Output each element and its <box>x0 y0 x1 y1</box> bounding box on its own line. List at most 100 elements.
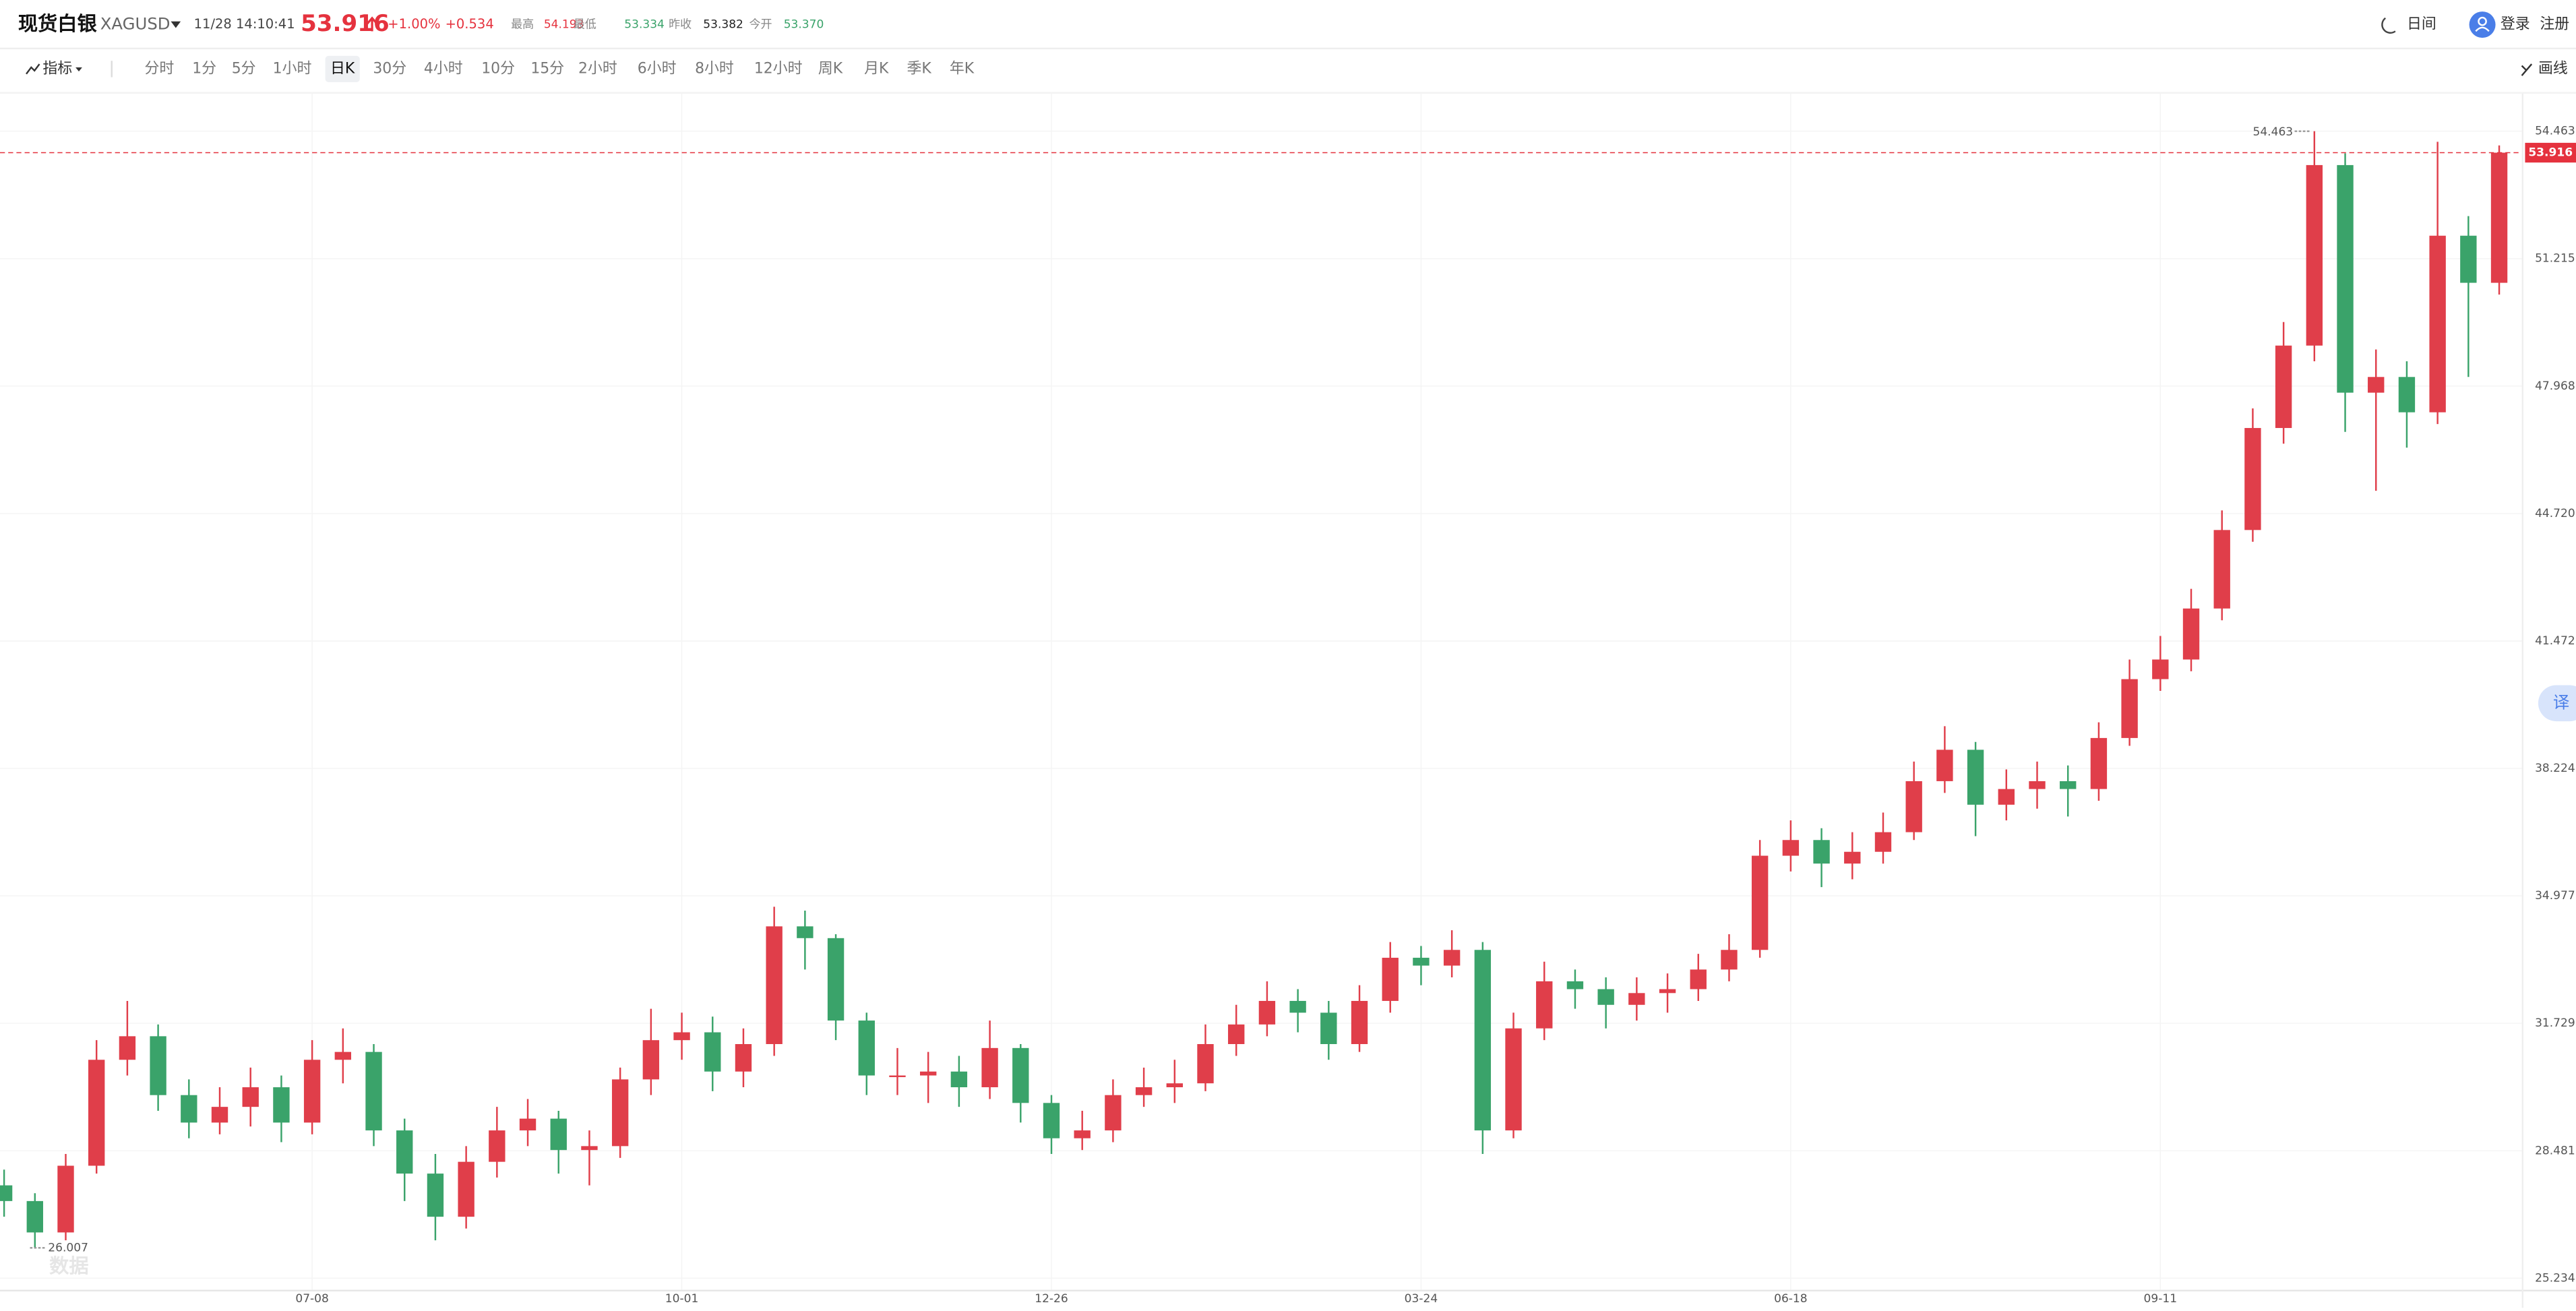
register[interactable]: 注册 <box>2540 16 2569 33</box>
price: 53.916 <box>301 10 390 37</box>
candle-body <box>1443 950 1461 966</box>
last-price-tag <box>2525 142 2576 163</box>
candle-body <box>981 1047 998 1088</box>
min-label: 26.007 <box>48 1241 88 1254</box>
candle-body <box>303 1060 321 1123</box>
stat-value: 53.370 <box>784 18 824 32</box>
max-label: 54.463 <box>2252 125 2293 139</box>
indicator-icon[interactable] <box>26 63 40 75</box>
avatar-head <box>2478 16 2487 26</box>
candle-body <box>1382 957 1399 1001</box>
interval-button[interactable]: 30分 <box>373 60 406 77</box>
candle-body <box>1813 840 1830 864</box>
candle-body <box>1351 1000 1368 1044</box>
candle-body <box>2090 737 2108 789</box>
candle-body <box>396 1130 413 1174</box>
candle-body <box>642 1040 660 1080</box>
y-tick-label: 44.720 <box>2535 507 2575 520</box>
login[interactable]: 登录 <box>2501 16 2530 33</box>
candle-body <box>1751 855 1769 950</box>
candle-body <box>1228 1024 1245 1044</box>
candle-body <box>119 1036 136 1060</box>
x-tick-label: 06-18 <box>1774 1292 1808 1306</box>
side-button[interactable] <box>2538 685 2576 722</box>
interval-button[interactable]: 4小时 <box>424 60 463 77</box>
interval-button[interactable]: 5分 <box>232 60 256 77</box>
indicators-caret[interactable] <box>75 67 82 72</box>
candle-body <box>2429 235 2446 413</box>
stat-value: 53.334 <box>624 18 665 32</box>
interval-button[interactable]: 年K <box>950 60 975 77</box>
candle-body <box>150 1036 166 1095</box>
interval-button[interactable]: 6小时 <box>638 60 677 77</box>
candle-body <box>673 1032 690 1041</box>
candle-body <box>88 1060 105 1166</box>
interval-button[interactable]: 周K <box>818 60 843 77</box>
y-tick-label: 54.463 <box>2535 125 2575 138</box>
interval-button[interactable]: 10分 <box>481 60 515 77</box>
candle-body <box>1043 1103 1060 1138</box>
symbol[interactable]: XAGUSD <box>100 14 171 34</box>
candle-body <box>1998 789 2015 805</box>
theme-icon[interactable] <box>2381 17 2396 34</box>
interval-button[interactable]: 月K <box>864 60 889 77</box>
draw-icon[interactable] <box>2521 63 2533 76</box>
candle-body <box>427 1173 444 1217</box>
candle-body <box>735 1043 752 1072</box>
candle-body <box>2398 377 2416 413</box>
candle-body <box>0 1185 13 1201</box>
stat-label: 最高 <box>511 18 534 32</box>
x-tick-label: 12-26 <box>1035 1292 1068 1306</box>
candle-body <box>858 1020 875 1076</box>
y-tick-label: 38.224 <box>2535 762 2575 775</box>
theme-toggle[interactable]: 日间 <box>2407 16 2436 33</box>
candle-body <box>1012 1047 1029 1103</box>
candle-body <box>1597 989 1614 1005</box>
title: 现货白银 <box>18 12 98 35</box>
interval-button[interactable]: 日K <box>330 60 355 77</box>
candle-body <box>1105 1095 1122 1131</box>
interval-button[interactable]: 12小时 <box>754 60 803 77</box>
candle-body <box>950 1071 968 1088</box>
interval-active-bg <box>325 55 360 82</box>
y-tick-label: 47.968 <box>2535 379 2575 393</box>
candle-body <box>2182 608 2200 660</box>
candle-body <box>581 1146 598 1151</box>
interval-button[interactable]: 2小时 <box>578 60 617 77</box>
interval-button[interactable]: 8小时 <box>695 60 734 77</box>
candle-body <box>2121 679 2138 738</box>
candle-body <box>489 1130 505 1162</box>
candle-body <box>2244 427 2261 530</box>
candle-body <box>1258 1000 1276 1025</box>
candle-body <box>920 1071 937 1076</box>
interval-button[interactable]: 1分 <box>192 60 216 77</box>
symbol-caret[interactable] <box>171 21 181 28</box>
price-arrow <box>366 16 378 32</box>
candle-body <box>2337 164 2354 393</box>
stat-value: 53.382 <box>703 18 743 32</box>
side-button-label[interactable]: 译 <box>2553 692 2569 712</box>
interval-button[interactable]: 季K <box>907 60 932 77</box>
candle-body <box>1566 981 1584 989</box>
interval-button[interactable]: 分时 <box>145 60 175 77</box>
candle-body <box>1505 1028 1522 1131</box>
candle-body <box>1474 950 1492 1131</box>
indicators[interactable]: 指标 <box>42 60 72 77</box>
candle-body <box>550 1118 567 1151</box>
x-tick-label: 09-11 <box>2144 1292 2178 1306</box>
candle-body <box>2213 530 2230 609</box>
candle-body <box>1074 1130 1091 1138</box>
stat-label: 今开 <box>749 18 772 32</box>
candle-body <box>242 1087 259 1107</box>
interval-button[interactable]: 15分 <box>530 60 564 77</box>
candle-body <box>2460 235 2477 283</box>
candle-body <box>181 1095 197 1123</box>
candle-body <box>365 1051 382 1131</box>
candle-body <box>211 1107 228 1123</box>
candle-body <box>26 1200 43 1233</box>
interval-button[interactable]: 1小时 <box>273 60 312 77</box>
candle-body <box>1197 1043 1214 1084</box>
candle-body <box>519 1118 536 1131</box>
draw-tool[interactable]: 画线 <box>2538 60 2568 77</box>
